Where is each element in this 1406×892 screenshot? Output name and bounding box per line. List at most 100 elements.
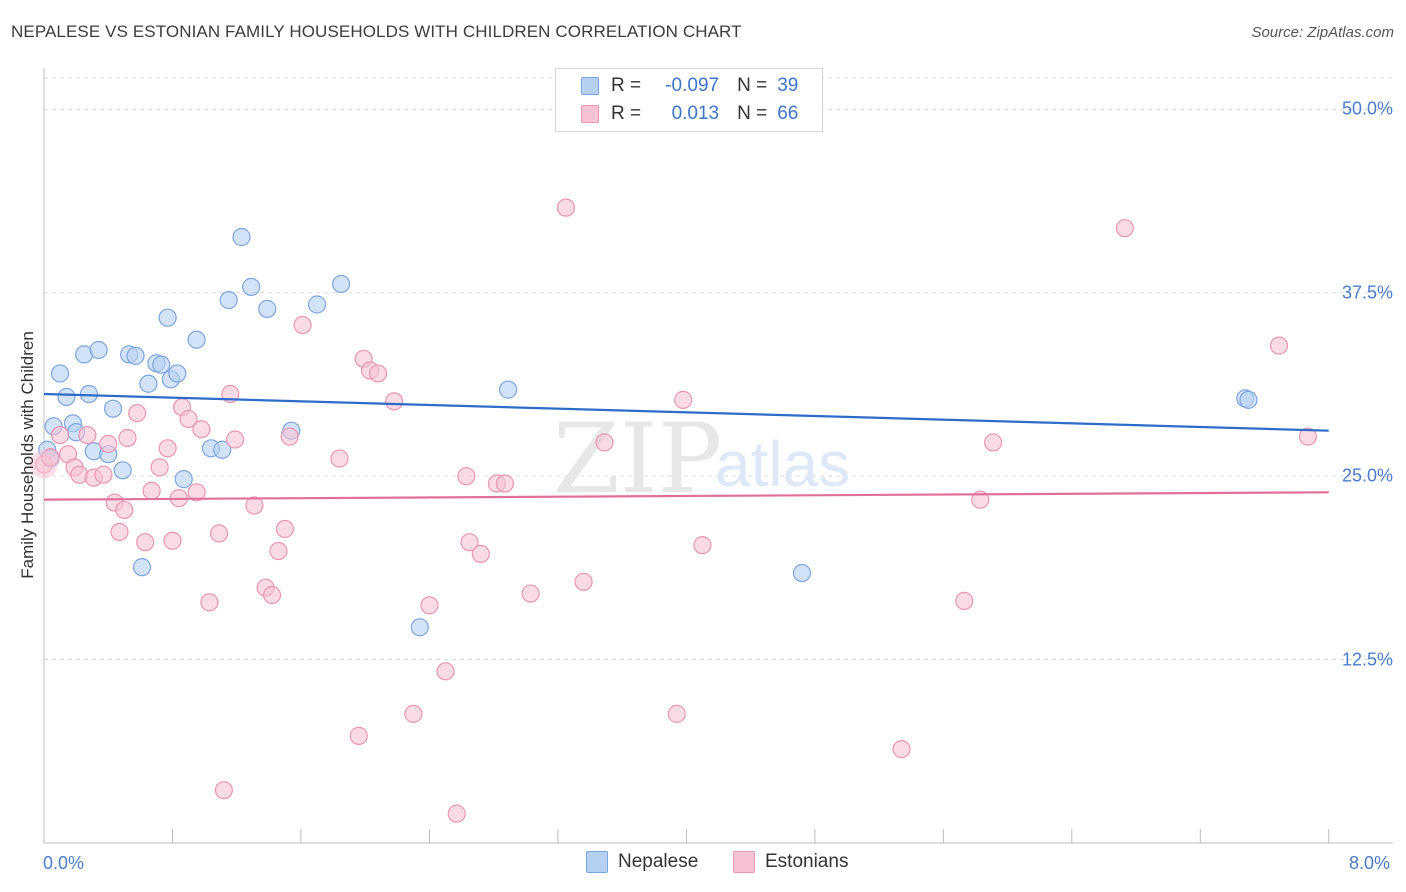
nepalese-point (187, 330, 206, 349)
estonian-point (187, 483, 206, 502)
estonian-point (1269, 336, 1289, 355)
estonian-point (447, 804, 466, 823)
estonian-point (128, 403, 147, 423)
x-tick-label-max: 8.0% (1349, 853, 1391, 873)
estonian-point (693, 536, 712, 555)
legend-row-nepalese: R = -0.097 N = 39 (581, 74, 798, 98)
estonian-point (984, 433, 1003, 452)
estonian-point (1115, 219, 1134, 238)
watermark-zip: ZIP (553, 403, 722, 515)
legend-swatch-estonians (581, 105, 599, 123)
estonian-point (200, 593, 219, 612)
nepalese-point (126, 346, 145, 365)
estonian-point (457, 467, 476, 486)
legend-r-value-estonians: 0.013 (671, 103, 720, 124)
watermark-atlas: atlas (715, 428, 850, 500)
nepalese-point (89, 340, 108, 360)
estonian-point (78, 425, 97, 445)
estonian-point (595, 433, 614, 452)
nepalese-point (113, 461, 132, 480)
nepalese-point (499, 380, 518, 399)
estonian-point (384, 392, 404, 411)
nepalese-point (57, 387, 76, 407)
estonian-point (209, 524, 229, 543)
estonian-point (192, 420, 211, 439)
estonian-point (110, 522, 129, 542)
estonian-point (99, 434, 118, 453)
estonian-point (420, 596, 439, 615)
estonian-trend-line (43, 491, 1329, 501)
estonian-point (94, 465, 113, 484)
estonian-points (30, 198, 1317, 823)
legend-row-estonians: R = 0.013 N = 66 (581, 102, 798, 126)
nepalese-point (219, 290, 238, 310)
estonian-point (574, 572, 593, 591)
nepalese-point (242, 277, 261, 296)
estonian-point (293, 315, 312, 335)
nepalese-point (168, 364, 187, 383)
estonian-point (471, 544, 490, 564)
nepalese-point (79, 384, 99, 404)
estonian-point (245, 496, 264, 515)
estonian-point (226, 430, 245, 449)
estonian-point (368, 364, 388, 383)
estonian-point (436, 662, 455, 681)
nepalese-point (152, 355, 171, 374)
nepalese-point (410, 618, 429, 637)
nepalese-point (174, 470, 193, 489)
estonian-point (179, 409, 198, 429)
legend-n-label: N = (737, 103, 768, 124)
y-tick-label: 12.5% (1341, 649, 1393, 670)
nepalese-point (332, 274, 351, 294)
estonian-point (115, 500, 134, 520)
bottom-swatch-nepalese (586, 851, 608, 873)
estonian-point (495, 474, 515, 493)
estonian-point (280, 427, 299, 446)
bottom-legend-estonians: Estonians (733, 851, 848, 873)
bottom-legend-label-estonians: Estonians (765, 851, 849, 872)
legend-swatch-nepalese (581, 77, 599, 95)
estonian-point (150, 458, 169, 477)
estonian-point (214, 781, 233, 800)
chart-title: NEPALESE VS ESTONIAN FAMILY HOUSEHOLDS W… (11, 22, 742, 41)
legend-n-value-estonians: 66 (777, 103, 799, 124)
nepalese-point (1239, 390, 1258, 409)
source-label: Source: ZipAtlas.com (1251, 24, 1394, 41)
estonian-point (118, 428, 137, 448)
nepalese-point (213, 440, 232, 459)
estonian-point (330, 449, 349, 468)
y-axis-label: Family Households with Children (18, 331, 37, 579)
bottom-legend-nepalese: Nepalese (586, 851, 698, 873)
gridlines (44, 77, 1393, 661)
estonian-point (163, 531, 182, 550)
nepalese-point (139, 374, 158, 393)
estonian-point (275, 519, 294, 539)
nepalese-point (258, 299, 277, 318)
estonian-point (269, 541, 288, 561)
correlation-legend: R = -0.097 N = 39 R = 0.013 N = 66 (555, 68, 823, 132)
estonian-point (1298, 427, 1317, 446)
estonian-point (136, 533, 155, 552)
nepalese-point (103, 399, 123, 418)
nepalese-trend-line (43, 392, 1329, 432)
nepalese-point (132, 558, 152, 577)
estonian-point (955, 591, 974, 610)
y-tick-label: 50.0% (1341, 98, 1393, 119)
legend-r-label: R = (611, 103, 642, 124)
estonian-point (50, 425, 70, 445)
estonian-point-cluster (30, 450, 58, 479)
nepalese-point (158, 308, 177, 327)
estonian-point (158, 439, 177, 458)
legend-n-label: N = (737, 75, 768, 96)
estonian-point (521, 584, 540, 603)
estonian-point (892, 739, 911, 759)
x-tick-label-min: 0.0% (43, 853, 85, 873)
nepalese-point (232, 227, 251, 247)
nepalese-point (307, 295, 327, 314)
estonian-point (262, 585, 282, 605)
legend-r-value-nepalese: -0.097 (665, 75, 720, 96)
watermark: ZIP atlas (553, 403, 850, 515)
y-tick-label: 37.5% (1341, 282, 1393, 303)
estonian-point (674, 390, 693, 409)
